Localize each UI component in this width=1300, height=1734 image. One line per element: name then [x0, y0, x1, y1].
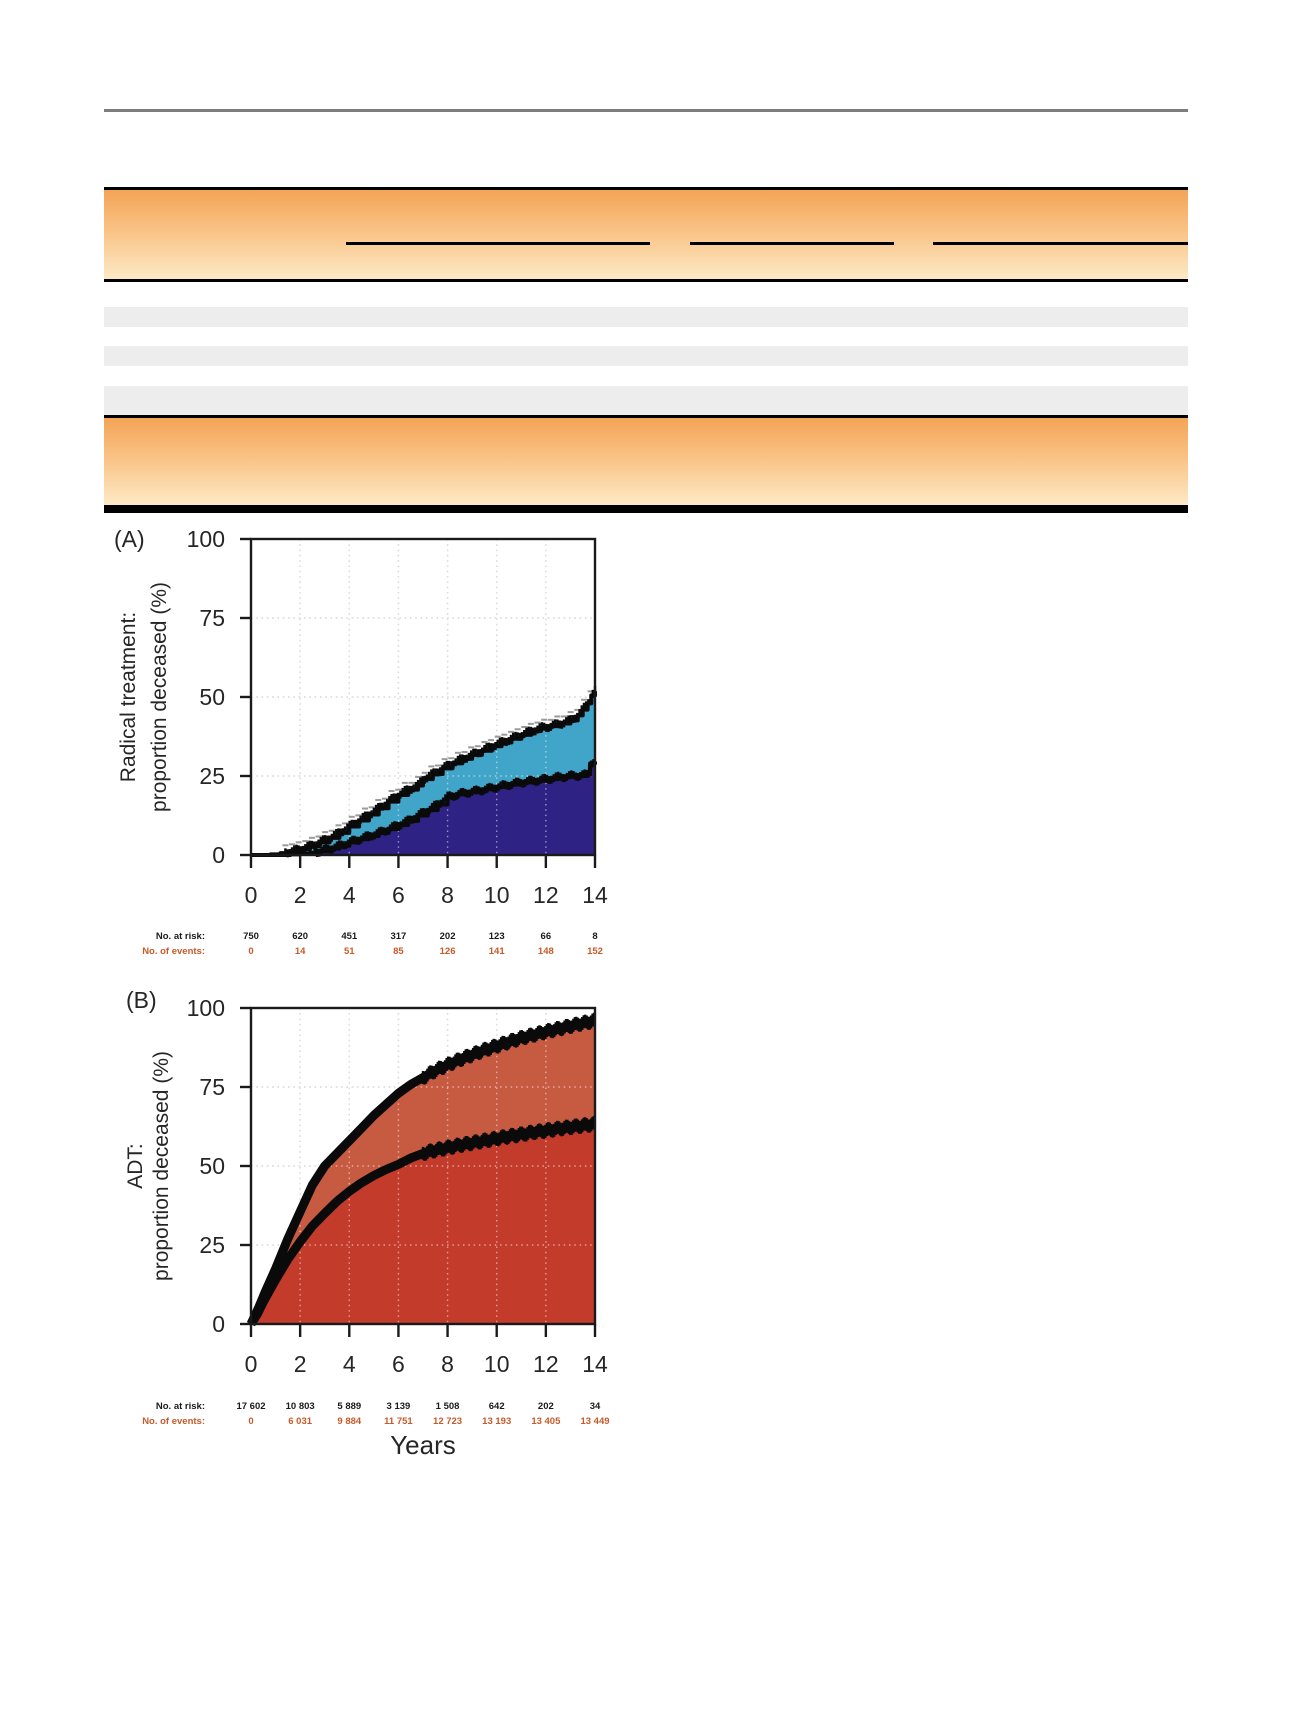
x-tick-label: 8 [441, 882, 454, 908]
at-risk-label: No. at risk: [155, 931, 205, 942]
table-stripe-row [104, 307, 1188, 327]
x-tick-label: 6 [392, 882, 405, 908]
x-tick-label: 2 [293, 1351, 307, 1377]
events-value: 13 405 [531, 1416, 561, 1427]
at-risk-label: No. at risk: [155, 1401, 205, 1412]
y-tick-label: 75 [199, 605, 225, 631]
table-column-group-underline [346, 242, 650, 245]
events-value: 13 193 [482, 1416, 512, 1427]
x-axis-title-years: Years [390, 1430, 456, 1460]
y-tick-label: 0 [212, 842, 225, 868]
at-risk-value: 10 803 [285, 1401, 315, 1412]
redacted-table-footer-band [104, 418, 1188, 513]
x-tick-label: 6 [392, 1351, 405, 1377]
events-value: 0 [248, 946, 254, 957]
y-tick-label: 25 [199, 1232, 225, 1258]
table-column-group-underline [690, 242, 894, 245]
panel-label-a: (A) [114, 526, 145, 552]
events-value: 0 [248, 1416, 254, 1427]
events-value: 141 [488, 946, 505, 957]
x-tick-label: 14 [582, 882, 608, 908]
events-value: 9 884 [337, 1416, 362, 1427]
y-tick-label: 100 [186, 526, 225, 552]
y-tick-label: 50 [199, 1153, 225, 1179]
events-value: 6 031 [288, 1416, 313, 1427]
x-tick-label: 0 [244, 1351, 258, 1377]
x-tick-label: 8 [441, 1351, 454, 1377]
redacted-table-header-band [104, 187, 1188, 282]
at-risk-value: 202 [537, 1401, 554, 1412]
at-risk-value: 620 [292, 931, 309, 942]
at-risk-value: 5 889 [337, 1401, 362, 1412]
x-tick-label: 0 [244, 882, 258, 908]
chart-b-ylabel-line1: ADT: [124, 1143, 147, 1189]
events-label: No. of events: [142, 1416, 205, 1427]
panel-label-b: (B) [126, 987, 157, 1013]
table-column-group-underline [933, 242, 1188, 245]
events-value: 126 [439, 946, 456, 957]
at-risk-value: 17 602 [236, 1401, 266, 1412]
events-value: 14 [294, 946, 306, 957]
events-value: 85 [393, 946, 404, 957]
at-risk-value: 202 [439, 931, 456, 942]
table-stripe-row [104, 386, 1188, 415]
x-tick-label: 2 [293, 882, 307, 908]
x-tick-label: 10 [483, 1351, 510, 1377]
table-stripe-row [104, 346, 1188, 366]
at-risk-value: 1 508 [435, 1401, 460, 1412]
x-tick-label: 12 [533, 882, 559, 908]
chart-a-ylabel-line1: Radical treatment: [117, 611, 140, 783]
x-tick-label: 4 [342, 1351, 356, 1377]
table-rule [104, 415, 1188, 418]
x-tick-label: 12 [533, 1351, 559, 1377]
at-risk-value: 123 [488, 931, 505, 942]
at-risk-value: 8 [592, 931, 598, 942]
events-value: 51 [343, 946, 355, 957]
at-risk-value: 34 [589, 1401, 601, 1412]
at-risk-value: 451 [341, 931, 358, 942]
y-tick-label: 25 [199, 763, 225, 789]
page-header-rule [104, 109, 1188, 112]
events-value: 148 [537, 946, 554, 957]
events-label: No. of events: [142, 946, 205, 957]
at-risk-value: 750 [243, 931, 259, 942]
at-risk-value: 3 139 [386, 1401, 411, 1412]
y-tick-label: 0 [212, 1311, 225, 1337]
events-value: 13 449 [580, 1416, 610, 1427]
events-value: 11 751 [384, 1416, 413, 1427]
events-value: 12 723 [433, 1416, 463, 1427]
x-tick-label: 4 [342, 882, 356, 908]
at-risk-value: 317 [390, 931, 407, 942]
at-risk-value: 642 [488, 1401, 505, 1412]
events-value: 152 [587, 946, 603, 957]
at-risk-value: 66 [540, 931, 552, 942]
x-tick-label: 10 [483, 882, 510, 908]
x-tick-label: 14 [582, 1351, 608, 1377]
y-tick-label: 50 [199, 684, 225, 710]
y-tick-label: 100 [186, 995, 225, 1021]
y-tick-label: 75 [199, 1074, 225, 1100]
